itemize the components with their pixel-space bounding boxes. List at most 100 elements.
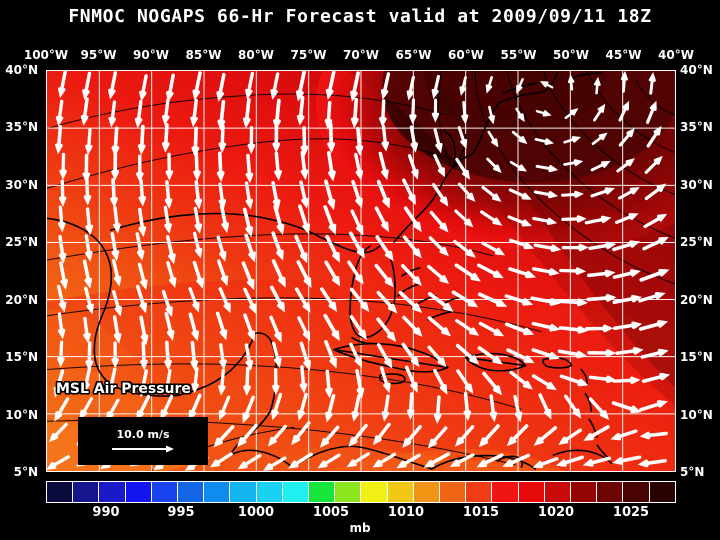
wind-arrow: [295, 71, 306, 102]
wind-arrow: [455, 319, 480, 336]
wind-arrow: [354, 152, 364, 181]
wind-arrow: [402, 178, 416, 205]
wind-arrow: [638, 320, 669, 331]
wind-arrow: [237, 423, 258, 447]
colorbar-swatch: [282, 482, 310, 502]
colorbar-swatch: [413, 482, 441, 502]
wind-arrow: [55, 99, 64, 127]
wind-arrow: [556, 298, 589, 307]
wind-arrow: [210, 452, 233, 468]
wind-arrow: [457, 182, 476, 202]
wind-arrow: [455, 157, 470, 180]
colorbar-swatch: [623, 482, 650, 502]
wind-arrow: [140, 341, 148, 371]
wind-arrow: [161, 122, 170, 153]
wind-arrow: [646, 100, 657, 124]
wind-arrow: [381, 124, 389, 152]
colorbar-swatch: [256, 482, 283, 502]
wind-arrow: [618, 187, 640, 200]
colorbar-swatch: [47, 482, 74, 502]
wind-arrow: [300, 126, 309, 157]
wind-arrow: [376, 343, 393, 369]
wind-arrow: [58, 71, 67, 98]
lat-tick-label-left: 35°N: [5, 120, 38, 135]
wind-arrow: [218, 287, 231, 314]
wind-arrow: [638, 291, 666, 303]
wind-arrow: [380, 72, 391, 100]
wind-arrow: [300, 150, 309, 181]
wind-arrow: [401, 342, 420, 368]
wind-arrow: [511, 130, 528, 145]
wind-arrow: [588, 397, 610, 420]
wind-arrow: [136, 394, 151, 421]
wind-arrow: [563, 136, 582, 144]
wind-arrow: [459, 76, 467, 96]
wind-arrow: [612, 294, 643, 305]
wind-arrow: [245, 71, 255, 100]
wind-arrow: [535, 109, 552, 117]
wind-arrow: [107, 367, 117, 396]
wind-arrow: [270, 72, 280, 100]
wind-arrow: [456, 369, 474, 394]
map-plot-area[interactable]: [46, 70, 676, 472]
wind-arrow: [55, 125, 63, 155]
wind-arrow: [433, 395, 442, 424]
wind-arrow: [355, 126, 364, 157]
wind-arrow: [433, 368, 448, 395]
wind-arrow: [584, 324, 614, 333]
wind-arrow: [53, 369, 65, 398]
wind-arrow: [590, 187, 615, 198]
wind-arrow: [160, 394, 174, 420]
wind-arrow: [217, 99, 226, 131]
wind-arrow: [82, 366, 92, 393]
wind-arrow: [135, 232, 145, 261]
wind-arrow: [59, 261, 68, 290]
colorbar-swatch: [492, 482, 519, 502]
wind-arrow: [409, 98, 417, 125]
wind-arrow: [80, 97, 89, 126]
lon-tick-label: 80°W: [238, 48, 274, 62]
wind-arrow: [139, 74, 148, 102]
wind-arrow: [83, 316, 91, 344]
wind-arrow: [190, 340, 199, 372]
colorbar-tick-label: 1020: [537, 505, 575, 520]
wind-arrow: [165, 152, 174, 181]
colorbar[interactable]: [46, 481, 676, 503]
wind-arrow: [319, 425, 340, 448]
wind-arrow: [489, 394, 498, 423]
map-canvas: [47, 71, 675, 471]
wind-arrow: [533, 243, 562, 253]
wind-arrow: [320, 287, 338, 312]
wind-arrow: [346, 452, 370, 468]
wind-arrow: [112, 315, 122, 344]
wind-arrow: [82, 259, 93, 289]
wind-arrow: [561, 215, 587, 223]
wind-arrow: [218, 124, 227, 154]
wind-arrow: [165, 73, 175, 102]
wind-arrow: [271, 259, 286, 288]
wind-arrow: [513, 394, 523, 423]
wind-arrow: [113, 206, 121, 234]
wind-arrow: [504, 294, 534, 306]
wind-arrow: [561, 190, 584, 198]
wind-arrow: [242, 395, 255, 424]
wind-arrow: [291, 421, 311, 446]
wind-arrow: [108, 100, 117, 128]
wind-arrow: [325, 394, 336, 423]
wind-arrow: [190, 98, 198, 128]
wind-arrow: [188, 287, 200, 313]
wind-arrow: [618, 128, 635, 147]
wind-arrow: [219, 204, 230, 233]
wind-arrow: [532, 267, 560, 276]
colorbar-swatch: [597, 482, 624, 502]
lon-tick-label: 100°W: [23, 48, 69, 62]
wind-arrow: [192, 260, 204, 289]
wind-arrow: [564, 394, 582, 419]
wind-arrow: [194, 180, 203, 210]
wind-arrow: [561, 243, 589, 252]
wind-arrow: [349, 342, 362, 369]
wind-arrow: [272, 123, 281, 154]
colorbar-swatch: [518, 482, 545, 502]
wind-arrow: [161, 289, 173, 317]
wind-arrow: [428, 236, 449, 257]
